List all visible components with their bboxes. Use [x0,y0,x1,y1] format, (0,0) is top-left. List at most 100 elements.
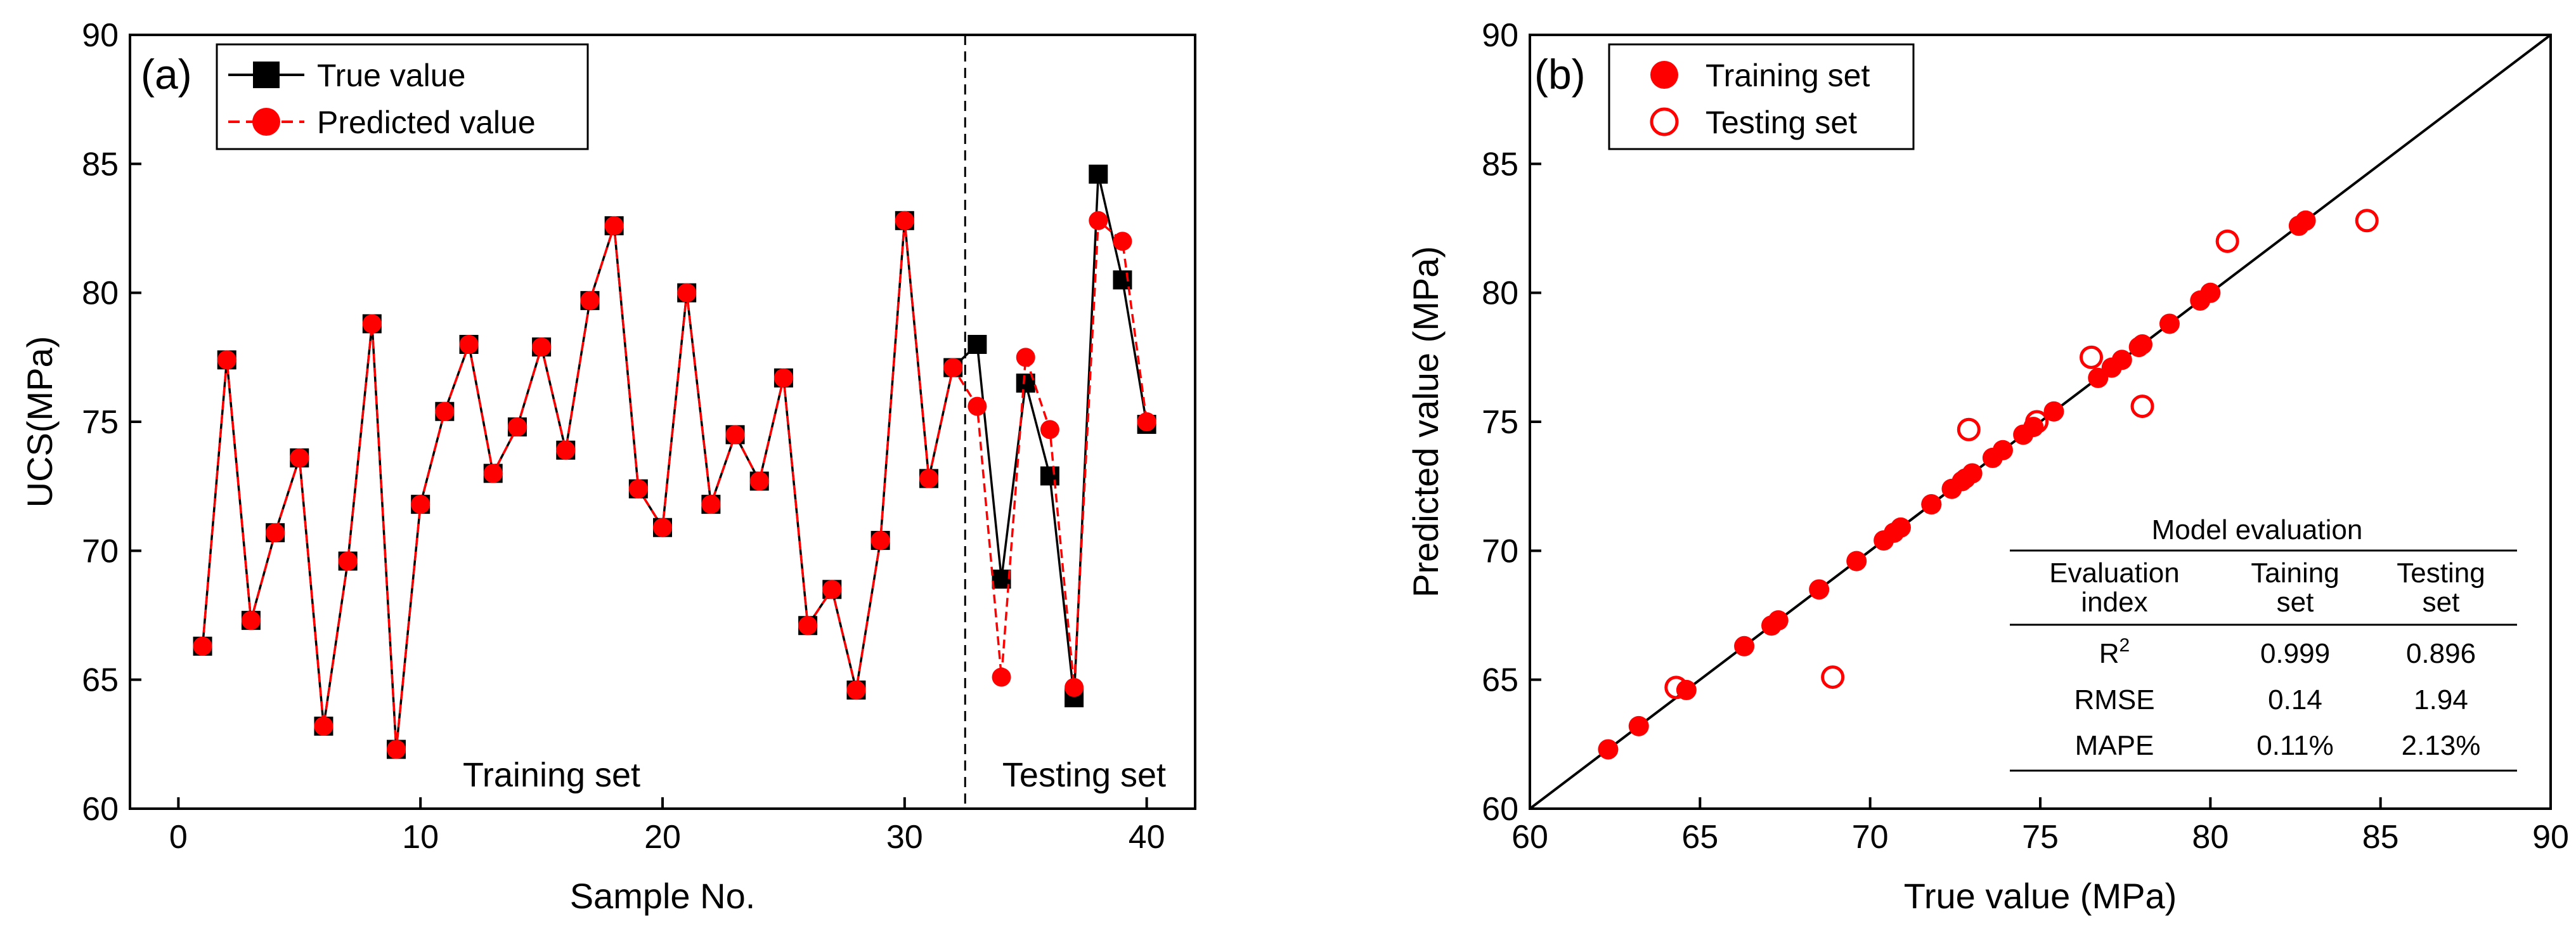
training-set-point [1628,715,1649,736]
panel-b-x-ticks: 60 65 70 75 80 85 90 [1511,797,2569,856]
table-row-r2-index: R2 [2099,635,2130,669]
predicted-value-point [507,417,527,437]
training-set-point [1955,468,1976,489]
evaluation-table-bg [2010,511,2517,777]
panel-a-y-axis-label: UCS(MPa) [20,336,60,508]
panel-a-plot-area [129,34,1196,810]
training-set-point [2043,401,2064,422]
testing-set-point [2080,345,2103,369]
predicted-value-point [338,551,358,571]
training-set-point [1734,636,1755,656]
panel-a-y-ticks: 60 65 70 75 80 85 90 [82,17,141,828]
panel-a-y-tick-label: 70 [82,533,119,570]
table-row-mape-index: MAPE [2075,730,2154,761]
table-header-train-2: set [2277,587,2314,618]
predicted-value-point [483,464,503,483]
panel-b-x-tick-label: 65 [1681,819,1718,856]
predicted-value-point [459,335,479,354]
table-row-r2-test: 0.896 [2406,638,2476,669]
panel-a-y-tick-label: 80 [82,275,119,312]
predicted-value-point [1065,677,1084,697]
testing-set-point [2130,395,2154,419]
table-row-mape-train: 0.11% [2256,730,2334,761]
true-value-point [1040,466,1059,486]
predicted-value-point [895,211,914,230]
training-set-point [2295,210,2316,231]
predicted-value-point [435,401,455,421]
panel-b-points [1598,209,2379,760]
predicted-value-point [1040,420,1059,440]
training-set-point [2128,337,2149,358]
panel-b-y-tick-label: 75 [1482,404,1518,441]
legend-test-marker [1650,107,1679,136]
panel-a-y-tick-label: 60 [82,791,119,828]
legend-pred-marker [252,108,280,136]
panel-b-x-tick-label: 90 [2532,819,2569,856]
panel-b-x-tick-label: 75 [2022,819,2059,856]
predicted-value-point [773,368,793,388]
predicted-value-point [628,479,648,499]
legend-true-label: True value [317,58,465,93]
panel-b-x-tick-label: 80 [2192,819,2229,856]
panel-b-label: (b) [1534,51,1586,98]
table-header-index-1: Evaluation [2049,558,2179,589]
training-set-point [1598,739,1619,760]
training-set-point [1874,530,1894,551]
legend-test-label: Testing set [1705,105,1857,140]
predicted-value-point [580,290,600,310]
testing-set-point [2025,410,2049,434]
panel-b-y-tick-label: 85 [1482,146,1518,183]
predicted-value-point [1113,232,1132,251]
true-value-point [968,335,987,354]
table-header-index-2: index [2081,587,2147,618]
predicted-value-point [411,495,430,514]
table-row-rmse-train: 0.14 [2268,684,2322,715]
table-header-train-1: Taining [2251,558,2339,589]
panel-b-y-tick-label: 65 [1482,662,1518,699]
training-set-point [1761,615,1782,636]
predicted-value-point [1137,412,1156,431]
legend-train-label: Training set [1705,58,1870,93]
predicted-value-point [556,440,576,460]
true-value-point [1089,164,1108,184]
panel-a-x-ticks: 0 10 20 30 40 [169,797,1165,856]
table-row-rmse-index: RMSE [2074,684,2154,715]
legend-train-marker [1650,61,1678,89]
predicted-value-point [871,531,890,551]
panel-a-region-train: Training set [463,756,640,794]
panel-a-x-tick-label: 30 [886,819,923,856]
predicted-value-point [701,495,721,514]
testing-set-point [2215,229,2239,253]
table-header-test-2: set [2423,587,2460,618]
predicted-value-point [749,471,769,491]
training-set-point [1921,494,1942,515]
predicted-value-point [968,396,987,416]
panel-b-x-tick-label: 70 [1852,819,1889,856]
panel-a-x-tick-label: 0 [169,819,188,856]
panel-a-y-tick-label: 65 [82,662,119,699]
panel-b-y-ticks: 60 65 70 75 80 85 90 [1482,17,1541,828]
predicted-value-line [201,218,1148,750]
predicted-value-point [992,667,1011,687]
predicted-value-point [943,358,963,377]
training-set-point [2200,282,2221,303]
evaluation-table: Model evaluation Evaluation index Tainin… [2010,511,2517,777]
training-set-point [1809,579,1830,600]
panel-a-legend: True value Predicted value [216,43,589,150]
panel-a-series [193,164,1156,759]
predicted-value-point [241,611,261,630]
table-row-rmse-test: 1.94 [2414,684,2468,715]
legend-true-marker [253,62,280,88]
legend-pred-label: Predicted value [317,105,536,140]
panel-a-x-tick-label: 20 [644,819,681,856]
panel-b-y-axis-label: Predicted value (MPa) [1406,246,1446,597]
table-title: Model evaluation [2152,514,2363,545]
predicted-value-point [217,350,236,370]
training-set-point [1992,440,2013,460]
predicted-value-point [387,740,406,759]
panel-b-y-tick-label: 70 [1482,533,1518,570]
predicted-value-point [846,680,866,700]
predicted-value-point [919,469,938,488]
panel-b-y-tick-label: 90 [1482,17,1518,54]
